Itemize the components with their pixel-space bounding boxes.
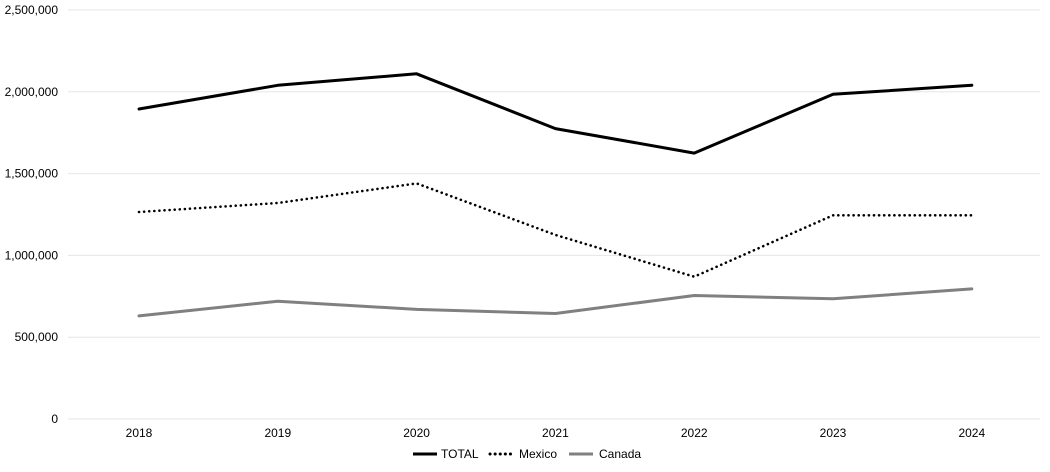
y-tick-label: 500,000 (15, 330, 59, 344)
y-tick-label: 1,500,000 (5, 167, 59, 181)
series-lines (137, 72, 974, 318)
x-tick-label: 2023 (820, 426, 847, 440)
gridlines (68, 9, 1040, 420)
x-tick-label: 2020 (403, 426, 430, 440)
legend-label-canada: Canada (599, 447, 641, 461)
series-line-canada (137, 287, 974, 318)
y-tick-label: 2,500,000 (5, 3, 59, 17)
y-axis-ticks: 0 500,000 1,000,000 1,500,000 2,000,000 2,500… (5, 3, 59, 426)
legend-label-total: TOTAL (441, 447, 479, 461)
x-tick-label: 2018 (126, 426, 153, 440)
y-tick-label: 2,000,000 (5, 85, 59, 99)
x-tick-label: 2021 (542, 426, 569, 440)
x-axis-ticks: 2018 2019 2020 2021 2022 2023 2024 (126, 426, 986, 440)
x-tick-label: 2019 (264, 426, 291, 440)
x-tick-label: 2024 (958, 426, 985, 440)
y-tick-label: 0 (51, 412, 58, 426)
legend: TOTAL Mexico Canada (413, 447, 641, 461)
y-tick-label: 1,000,000 (5, 248, 59, 262)
x-tick-label: 2022 (681, 426, 708, 440)
series-line-total (137, 72, 974, 155)
legend-label-mexico: Mexico (519, 447, 557, 461)
series-line-mexico (137, 182, 974, 279)
